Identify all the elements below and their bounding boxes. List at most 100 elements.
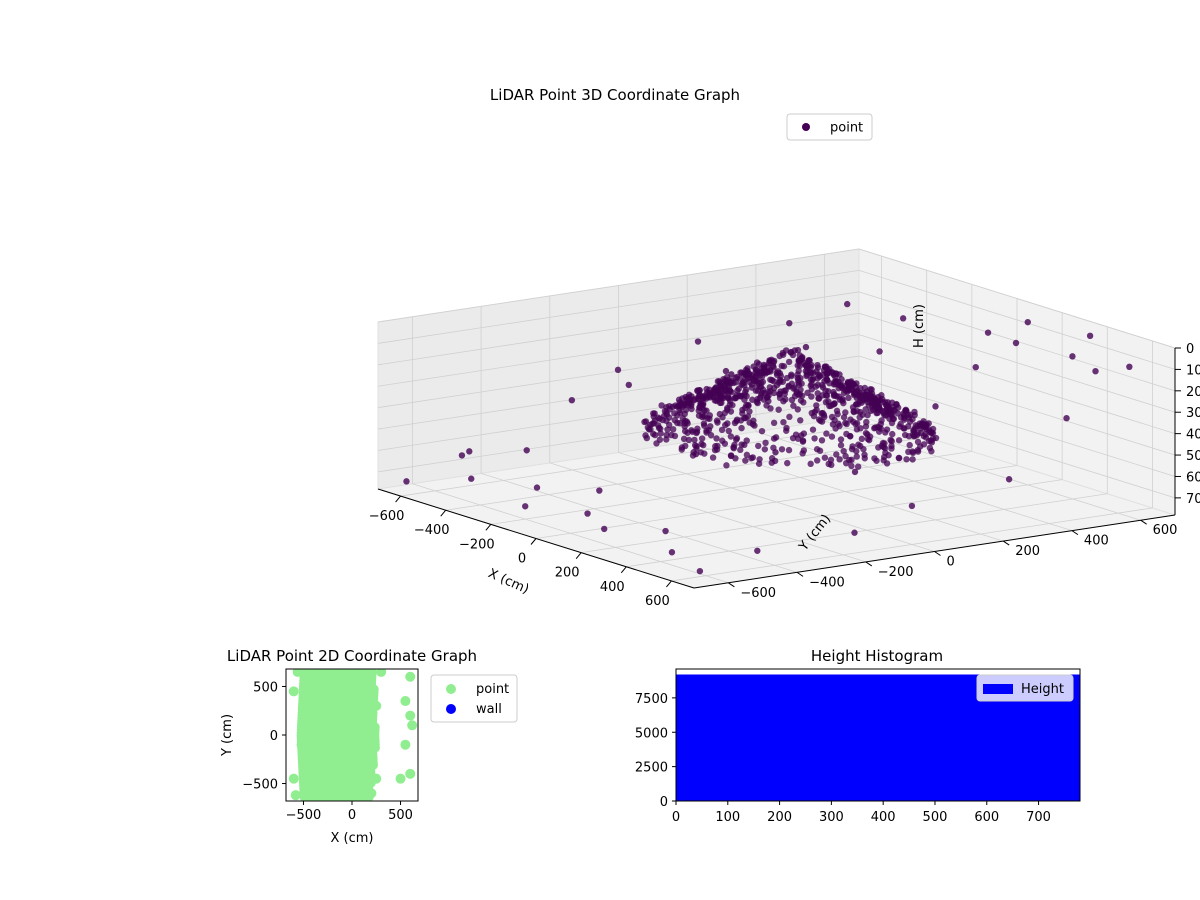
chart-2d-point [366, 691, 377, 702]
chart-3d-cloud-point [814, 375, 821, 382]
chart-2d-point [288, 686, 299, 697]
chart-3d-cloud-point [755, 361, 763, 368]
chart-3d-cloud-point [855, 441, 862, 448]
chart-3d-cloud-point [808, 361, 815, 369]
chart-3d-cloud-point [822, 392, 830, 399]
chart-3d-cloud-point [752, 369, 759, 376]
chart-3d-cloud-point [794, 371, 801, 378]
chart-2d-y-tick-label: −500 [242, 778, 278, 793]
chart-3d-cloud-point [711, 446, 719, 454]
chart-3d-cloud-point [858, 399, 865, 406]
histogram-legend-box [976, 674, 1074, 702]
chart-3d-cloud-point [743, 392, 750, 400]
chart-3d-cloud-point [800, 399, 807, 406]
chart-3d-y-tick [728, 582, 735, 588]
chart-3d-cloud-point [674, 403, 681, 410]
histogram-x-tick-label: 300 [819, 810, 844, 825]
chart-2d-point [395, 773, 406, 784]
chart-2d-x-tick-label: 0 [348, 808, 356, 823]
chart-3d-cloud-point [679, 401, 686, 408]
chart-3d-point [786, 319, 793, 327]
histogram-frame [675, 668, 1081, 802]
chart-2d-point [327, 749, 338, 760]
chart-3d-cloud-point [842, 419, 849, 427]
chart-3d-cloud-point [911, 425, 919, 432]
histogram-x-tick-label: 700 [1026, 810, 1051, 825]
chart-3d-cloud-point [887, 407, 894, 414]
chart-2d-point [337, 730, 348, 740]
chart-3d-cloud-point [795, 376, 802, 384]
chart-3d-cloud-point [905, 433, 913, 440]
chart-2d-point [313, 700, 324, 711]
chart-3d-cloud-point [711, 390, 718, 397]
chart-3d-point [625, 381, 632, 389]
chart-2d-point [308, 691, 319, 702]
chart-3d-gridline-y [480, 472, 798, 573]
chart-3d-x-tick [666, 580, 672, 588]
chart-3d-cloud-point [714, 419, 721, 426]
chart-3d-y-tick [1140, 519, 1147, 525]
chart-3d-ticks: −600 −400 −200 0 200 400 600 −600 −400 −200 0 200 40… [369, 342, 1200, 609]
chart-3d-cloud-point [674, 412, 681, 419]
chart-3d-cloud-point [756, 372, 764, 379]
chart-3d-cloud-point [830, 388, 837, 396]
chart-3d-point [692, 450, 700, 458]
chart-3d-cloud-point [743, 386, 750, 393]
chart-2d-point [366, 720, 377, 731]
chart-3d-cloud-point [848, 462, 855, 470]
chart-2d-point [347, 681, 357, 692]
histogram-y-tick-label: 0 [660, 795, 668, 810]
chart-3d-cloud-point [903, 456, 910, 463]
chart-3d-gridline-z [377, 312, 860, 387]
chart-3d-cloud-point [751, 422, 758, 429]
chart-2d-point [296, 739, 307, 750]
chart-2d-point [288, 773, 299, 784]
chart-3d-cloud-point [762, 439, 769, 447]
chart-2d-legend-wall-label: wall [476, 702, 502, 717]
chart-2d-ylabel: Y (cm) [220, 714, 235, 757]
chart-2d-legend-wall-marker [446, 704, 456, 714]
chart-3d-cloud-point [675, 396, 683, 403]
chart-3d-points [403, 300, 1133, 575]
chart-2d-legend-point-marker [446, 684, 456, 694]
chart-2d-point [376, 669, 387, 677]
chart-3d-y-tick-label: 600 [1153, 523, 1178, 538]
chart-3d-cloud-point [727, 452, 735, 459]
chart-3d-cloud-point [707, 423, 714, 430]
chart-3d-cloud-point [831, 400, 838, 407]
chart-3d-cloud-point [893, 400, 900, 408]
chart-3d-cloud-point [750, 417, 757, 424]
chart-3d-cloud-point [733, 373, 741, 381]
chart-3d-cloud-point [780, 418, 787, 426]
chart-3d-cloud-point [691, 436, 698, 444]
chart-3d-cloud-point [837, 382, 844, 389]
chart-3d-y-tick [1002, 540, 1010, 546]
chart-2d-point [400, 739, 411, 750]
chart-2d-point [356, 790, 367, 801]
histogram-y-tick-label: 2500 [635, 761, 668, 776]
chart-3d-cloud-point [810, 412, 818, 420]
chart-3d-cloud-point [694, 425, 701, 432]
chart-3d-cloud-point [790, 402, 797, 409]
chart-3d-cloud-point [765, 397, 772, 405]
chart-3d-cloud-point [669, 426, 677, 433]
chart-3d-cloud-point [679, 415, 686, 422]
chart-3d-cloud-point [725, 427, 732, 435]
chart-3d-point [1012, 339, 1020, 347]
chart-3d-cloud-point [748, 384, 756, 391]
chart-3d-y-tick-label: −200 [878, 565, 914, 580]
chart-2d-point [361, 739, 372, 750]
chart-2d-point [327, 710, 338, 721]
chart-3d-point [908, 502, 916, 510]
chart-3d-cloud-point [818, 437, 826, 444]
chart-3d-point [851, 468, 859, 476]
chart-3d-cloud-point [797, 417, 804, 424]
chart-3d-cloud-point [826, 402, 833, 410]
chart-3d-cloud-point [732, 394, 740, 402]
chart-3d-cloud-point [770, 419, 778, 427]
chart-3d-cloud-point [814, 457, 821, 464]
chart-3d-point [932, 403, 939, 410]
chart-3d-cloud-point [741, 376, 749, 383]
chart-3d-cloud-point [709, 454, 717, 461]
